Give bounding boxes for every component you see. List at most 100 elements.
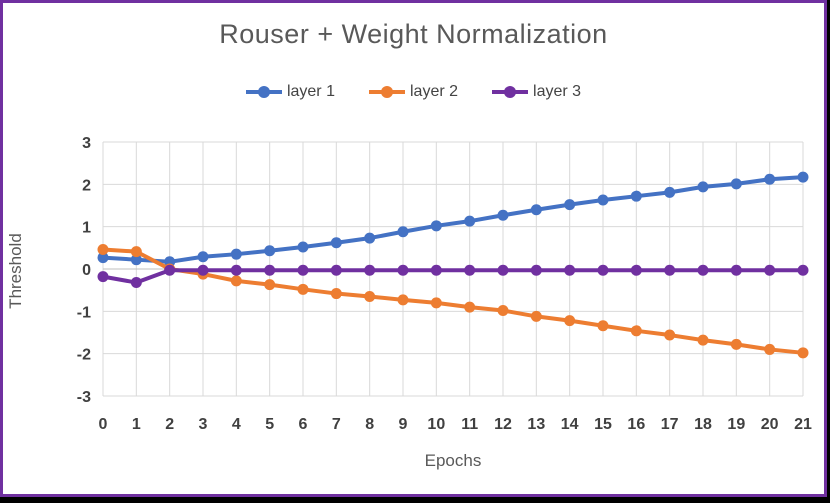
x-tick-label: 0	[99, 416, 108, 433]
data-point-layer-3	[797, 264, 809, 276]
data-point-layer-3	[297, 264, 309, 276]
data-point-layer-1	[297, 241, 309, 253]
x-tick-label: 18	[694, 416, 712, 433]
data-point-layer-3	[230, 264, 242, 276]
x-tick-label: 19	[727, 416, 745, 433]
data-point-layer-1	[664, 186, 676, 198]
data-point-layer-2	[264, 279, 276, 291]
x-tick-label: 11	[461, 416, 478, 433]
data-point-layer-2	[297, 283, 309, 295]
x-tick-label: 5	[265, 416, 274, 433]
data-point-layer-1	[497, 209, 509, 221]
data-point-layer-3	[730, 264, 742, 276]
data-point-layer-3	[164, 264, 176, 276]
x-tick-label: 20	[761, 416, 779, 433]
data-point-layer-3	[397, 264, 409, 276]
x-tick-label: 9	[399, 416, 408, 433]
data-point-layer-2	[597, 320, 609, 332]
y-tick-label: -2	[77, 347, 91, 364]
data-point-layer-3	[130, 277, 142, 289]
data-point-layer-3	[97, 271, 109, 283]
legend-marker-icon	[492, 86, 529, 98]
data-point-layer-1	[464, 215, 476, 227]
data-point-layer-1	[330, 237, 342, 249]
data-point-layer-2	[430, 297, 442, 309]
plot-area: 0 1 2 3 4 5 6 7 8 9 10 11 12 13 14 15 16 17 18 19 20 213210-1…	[77, 135, 812, 433]
x-tick-label: 6	[299, 416, 308, 433]
data-point-layer-1	[230, 248, 242, 260]
data-point-layer-1	[264, 245, 276, 257]
data-point-layer-2	[97, 244, 109, 256]
data-point-layer-2	[564, 315, 576, 327]
x-tick-label: 12	[494, 416, 512, 433]
x-tick-label: 13	[527, 416, 545, 433]
data-point-layer-2	[530, 310, 542, 322]
data-point-layer-3	[630, 264, 642, 276]
x-tick-label: 14	[561, 416, 579, 433]
data-point-layer-1	[530, 204, 542, 216]
x-tick-label: 8	[365, 416, 374, 433]
y-tick-label: -1	[77, 304, 91, 321]
y-tick-label: -3	[77, 389, 91, 406]
series-line-layer-2	[101, 247, 805, 355]
data-point-layer-3	[697, 264, 709, 276]
x-tick-label: 16	[627, 416, 645, 433]
data-point-layer-2	[697, 334, 709, 346]
data-point-layer-3	[264, 264, 276, 276]
legend-label: layer 3	[533, 83, 582, 100]
data-point-layer-2	[664, 329, 676, 341]
data-point-layer-3	[464, 264, 476, 276]
x-tick-label: 17	[661, 416, 679, 433]
data-point-layer-3	[564, 264, 576, 276]
y-tick-label: 2	[82, 177, 91, 194]
legend-marker-icon	[245, 86, 282, 98]
data-point-layer-1	[430, 220, 442, 232]
data-point-layer-1	[130, 254, 142, 266]
x-axis-title: Epochs	[424, 451, 482, 470]
data-point-layer-3	[197, 264, 209, 276]
x-tick-label: 15	[594, 416, 612, 433]
y-axis-title: Threshold	[6, 233, 25, 309]
x-tick-label: 7	[332, 416, 341, 433]
data-point-layer-3	[597, 264, 609, 276]
data-point-layer-3	[664, 264, 676, 276]
x-tick-label: 10	[427, 416, 445, 433]
x-tick-label: 4	[232, 416, 241, 433]
legend-label: layer 2	[409, 83, 459, 100]
data-point-layer-1	[397, 226, 409, 238]
y-tick-label: 1	[82, 220, 91, 237]
series-line-layer-3	[101, 268, 805, 285]
data-point-layer-2	[464, 301, 476, 313]
data-point-layer-1	[197, 251, 209, 263]
data-point-layer-1	[697, 181, 709, 193]
data-point-layer-2	[764, 343, 776, 355]
x-tick-label: 3	[199, 416, 208, 433]
legend-item-layer-1: layer 1	[245, 83, 335, 101]
data-point-layer-1	[630, 190, 642, 202]
data-point-layer-3	[497, 264, 509, 276]
data-point-layer-2	[230, 275, 242, 287]
data-point-layer-3	[430, 264, 442, 276]
data-point-layer-2	[330, 288, 342, 300]
legend-item-layer-2: layer 2	[368, 83, 459, 101]
legend-item-layer-3: layer 3	[492, 83, 581, 101]
data-point-layer-2	[497, 304, 509, 316]
data-point-layer-3	[364, 264, 376, 276]
data-point-layer-2	[397, 294, 409, 306]
data-point-layer-1	[97, 252, 109, 264]
y-tick-label: 3	[82, 135, 91, 152]
x-tick-label: 21	[794, 416, 812, 433]
data-point-layer-1	[364, 232, 376, 244]
data-point-layer-2	[797, 347, 809, 359]
data-point-layer-2	[630, 325, 642, 337]
x-tick-label: 1	[132, 416, 141, 433]
data-point-layer-1	[764, 173, 776, 185]
data-point-layer-1	[597, 194, 609, 206]
data-point-layer-3	[764, 264, 776, 276]
data-point-layer-1	[797, 171, 809, 183]
y-tick-label: 0	[82, 262, 91, 279]
data-point-layer-3	[530, 264, 542, 276]
data-point-layer-2	[130, 246, 142, 258]
